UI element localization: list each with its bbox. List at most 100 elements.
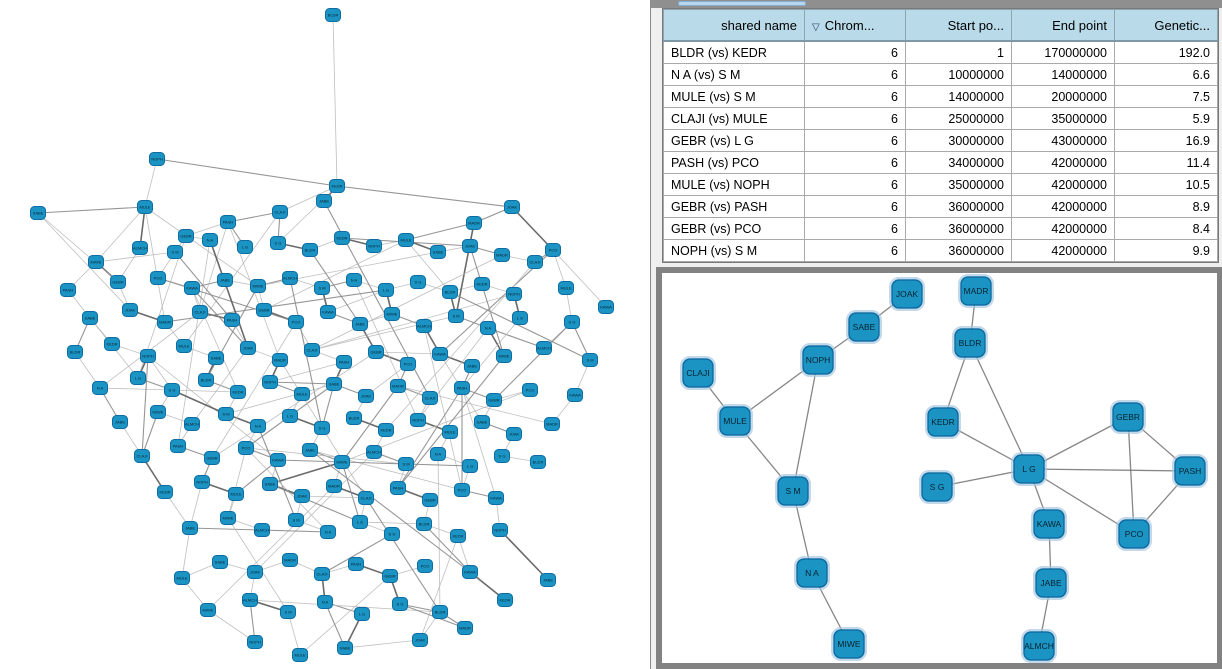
overview-network-node[interactable]: L G bbox=[282, 409, 298, 423]
overview-network-edge[interactable] bbox=[309, 449, 471, 573]
overview-network-node[interactable]: GEBR bbox=[256, 303, 272, 317]
overview-network-node[interactable]: ALMCH bbox=[184, 417, 200, 431]
column-header-start-po-[interactable]: Start po... bbox=[905, 9, 1012, 42]
table-cell[interactable]: N A (vs) S M bbox=[663, 63, 805, 86]
overview-network-node[interactable]: SABE bbox=[82, 311, 98, 325]
network-node-MADR[interactable]: MADR bbox=[958, 274, 994, 308]
overview-network-node[interactable]: S G bbox=[564, 315, 580, 329]
overview-network-node[interactable]: PCO bbox=[288, 315, 304, 329]
overview-network-node[interactable]: MIWE bbox=[384, 307, 400, 321]
overview-network-node[interactable]: MADR bbox=[494, 248, 510, 262]
overview-network-edge[interactable] bbox=[405, 239, 451, 293]
overview-network-node[interactable]: GEBR bbox=[110, 275, 126, 289]
detail-network-edge[interactable] bbox=[1127, 416, 1135, 535]
network-node-KAWA[interactable]: KAWA bbox=[1031, 507, 1067, 541]
overview-network-node[interactable]: PCO bbox=[454, 483, 470, 497]
overview-network-node[interactable]: KAWA bbox=[488, 491, 504, 505]
overview-network-node[interactable]: PASH bbox=[170, 439, 186, 453]
overview-network-edge[interactable] bbox=[397, 387, 463, 489]
overview-network-node[interactable]: CLAJI bbox=[134, 449, 150, 463]
overview-network-edge[interactable] bbox=[552, 249, 607, 308]
table-cell[interactable]: 11.4 bbox=[1114, 151, 1218, 174]
overview-network-node[interactable]: KEDR bbox=[157, 485, 173, 499]
overview-network-node[interactable]: MULE bbox=[176, 339, 192, 353]
overview-network-node[interactable]: S M bbox=[280, 605, 296, 619]
overview-network-node[interactable]: MULE bbox=[294, 387, 310, 401]
overview-network-node[interactable]: MADR bbox=[272, 353, 288, 367]
overview-network-node[interactable]: JOAK bbox=[412, 633, 428, 647]
network-node-SABE[interactable]: SABE bbox=[846, 310, 882, 344]
table-cell[interactable]: 6 bbox=[804, 63, 906, 86]
overview-network-node[interactable]: L G bbox=[512, 311, 528, 325]
overview-network-node[interactable]: JABE bbox=[182, 521, 198, 535]
overview-network-node[interactable]: KEDR bbox=[497, 593, 513, 607]
filter-funnel-icon[interactable]: ▽ bbox=[812, 21, 820, 33]
overview-network-node[interactable]: JOAK bbox=[506, 427, 522, 441]
overview-network-node[interactable]: BLDR bbox=[67, 345, 83, 359]
network-node-JABE[interactable]: JABE bbox=[1033, 566, 1069, 600]
column-header-genetic-[interactable]: Genetic... bbox=[1114, 9, 1218, 42]
overview-network-edge[interactable] bbox=[227, 447, 247, 519]
table-cell[interactable]: 36000000 bbox=[905, 217, 1012, 240]
overview-network-node[interactable]: KAWA bbox=[320, 305, 336, 319]
table-cell[interactable]: 6 bbox=[804, 151, 906, 174]
overview-network-edge[interactable] bbox=[207, 485, 335, 611]
table-cell[interactable]: 42000000 bbox=[1011, 217, 1115, 240]
overview-network-node[interactable]: JOAK bbox=[294, 489, 310, 503]
overview-network-edge[interactable] bbox=[263, 239, 407, 311]
overview-network-node[interactable]: S M bbox=[167, 245, 183, 259]
overview-network-node[interactable]: KAWA bbox=[598, 300, 614, 314]
overview-network-node[interactable]: ALMCH bbox=[242, 593, 258, 607]
overview-network-node[interactable]: NOPH bbox=[149, 152, 165, 166]
overview-network-node[interactable]: MULE bbox=[398, 233, 414, 247]
overview-network-edge[interactable] bbox=[311, 254, 503, 351]
overview-network-node[interactable]: KEDR bbox=[334, 231, 350, 245]
overview-network-node[interactable]: L G bbox=[354, 607, 370, 621]
table-cell[interactable]: GEBR (vs) L G bbox=[663, 129, 805, 152]
overview-network-node[interactable]: JOAK bbox=[247, 565, 263, 579]
table-row[interactable]: PASH (vs) PCO 6 34000000 42000000 11.4 bbox=[663, 151, 1218, 174]
overview-network-edge[interactable] bbox=[177, 239, 211, 447]
overview-network-edge[interactable] bbox=[487, 327, 545, 349]
table-cell[interactable]: GEBR (vs) PASH bbox=[663, 195, 805, 218]
overview-network-edge[interactable] bbox=[37, 212, 119, 283]
overview-network-node[interactable]: MIWE bbox=[334, 455, 350, 469]
overview-network-edge[interactable] bbox=[375, 351, 441, 355]
overview-network-node[interactable]: JABE bbox=[302, 443, 318, 457]
overview-network-node[interactable]: JOAK bbox=[358, 389, 374, 403]
detail-network-edge[interactable] bbox=[969, 342, 1030, 470]
overview-network-node[interactable]: CLAJI bbox=[272, 205, 288, 219]
overview-network-edge[interactable] bbox=[95, 206, 146, 263]
overview-network-node[interactable]: S M bbox=[288, 513, 304, 527]
overview-network-edge[interactable] bbox=[249, 599, 441, 613]
overview-network-node[interactable]: CLAJI bbox=[358, 491, 374, 505]
overview-network-node[interactable]: L G bbox=[378, 283, 394, 297]
table-cell[interactable]: PASH (vs) PCO bbox=[663, 151, 805, 174]
network-node-MULE[interactable]: MULE bbox=[717, 404, 753, 438]
horizontal-scrollbar[interactable] bbox=[651, 0, 1222, 8]
overview-network-node[interactable]: JABE bbox=[316, 194, 332, 208]
overview-network-edge[interactable] bbox=[365, 363, 409, 397]
table-row[interactable]: N A (vs) S M 6 10000000 14000000 6.6 bbox=[663, 63, 1218, 86]
overview-network-node[interactable]: BLDR bbox=[530, 455, 546, 469]
overview-network-node[interactable]: N A bbox=[480, 321, 496, 335]
overview-network-node[interactable]: PCO bbox=[150, 271, 166, 285]
overview-network-edge[interactable] bbox=[299, 575, 391, 656]
table-cell[interactable]: 6 bbox=[804, 107, 906, 130]
overview-network-edge[interactable] bbox=[174, 251, 233, 321]
table-cell[interactable]: 42000000 bbox=[1011, 173, 1115, 196]
overview-network-node[interactable]: NOPH bbox=[262, 375, 278, 389]
network-node-PASH[interactable]: PASH bbox=[1172, 454, 1208, 488]
overview-network-node[interactable]: PASH bbox=[390, 481, 406, 495]
network-node-S-M[interactable]: S M bbox=[775, 474, 811, 508]
overview-network-node[interactable]: JABE bbox=[352, 317, 368, 331]
column-header-end-point[interactable]: End point bbox=[1011, 9, 1115, 42]
table-cell[interactable]: 10000000 bbox=[905, 63, 1012, 86]
overview-network-node[interactable]: CLAJI bbox=[527, 255, 543, 269]
network-node-N-A[interactable]: N A bbox=[794, 556, 830, 590]
table-row[interactable]: NOPH (vs) S M 6 36000000 42000000 9.9 bbox=[663, 239, 1218, 262]
overview-network-node[interactable]: N A bbox=[250, 419, 266, 433]
overview-network-node[interactable]: KEDR bbox=[450, 529, 466, 543]
overview-network-node[interactable]: SABE bbox=[212, 555, 228, 569]
overview-network-node[interactable]: PASH bbox=[454, 381, 470, 395]
